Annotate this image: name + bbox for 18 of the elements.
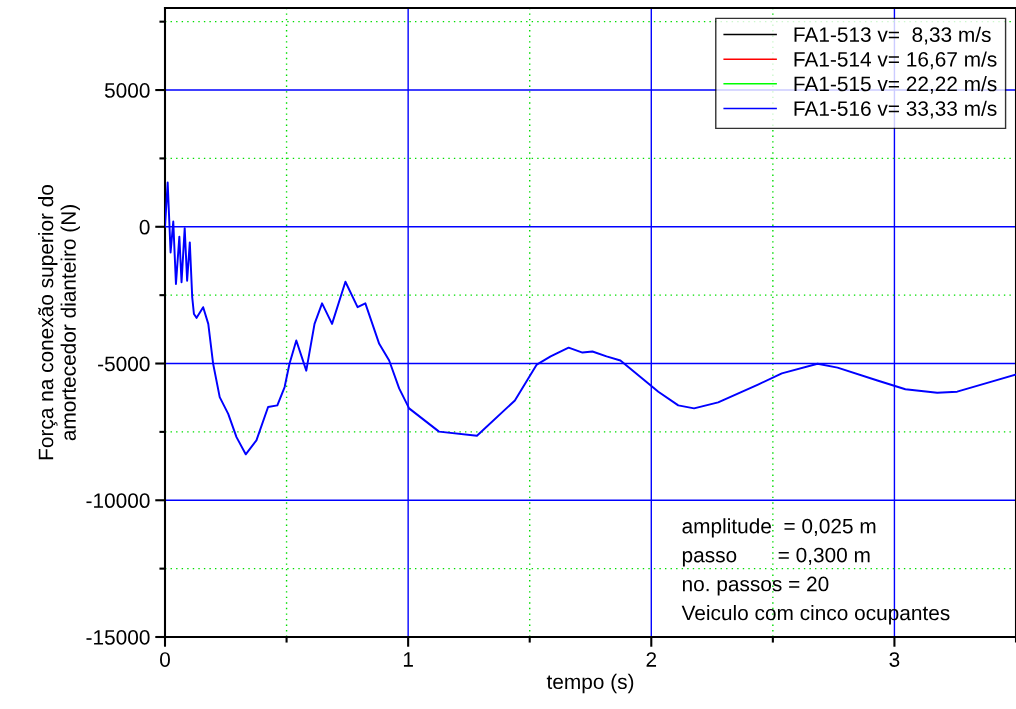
x-tick-label: 0 — [160, 652, 170, 667]
y-axis-title: Força na conexão superior do amortecedor dianteiro (N) — [38, 184, 80, 460]
x-tick-label: 2 — [646, 652, 657, 667]
y-tick-label: 5000 — [104, 83, 150, 98]
y-tick-label: -5000 — [98, 356, 150, 372]
x-tick-label: 1 — [403, 652, 413, 667]
x-tick-label: 3 — [889, 652, 900, 667]
legend-label: FA1-516 v= 33,33 m/s — [794, 100, 997, 119]
y-tick-label: 0 — [139, 219, 150, 235]
y-tick-label: -15000 — [86, 630, 150, 645]
annotation: passo = 0,300 m — [682, 547, 870, 567]
legend-label: FA1-513 v= 8,33 m/s — [794, 26, 991, 45]
annotation: no. passos = 20 — [682, 576, 829, 596]
legend-label: FA1-514 v= 16,67 m/s — [794, 51, 997, 70]
y-tick-label: -10000 — [86, 493, 150, 509]
x-axis-title: tempo (s) — [546, 673, 634, 694]
annotation: amplitude = 0,025 m — [682, 518, 876, 538]
legend-label: FA1-515 v= 22,22 m/s — [794, 76, 997, 94]
